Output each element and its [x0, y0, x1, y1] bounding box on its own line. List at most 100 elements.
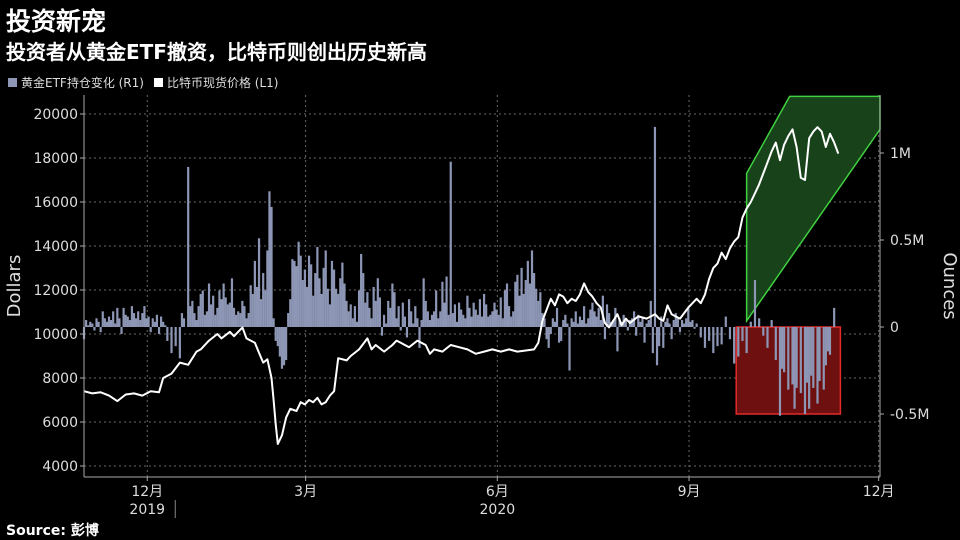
gold-etf-bar — [159, 316, 163, 327]
gold-etf-bar — [503, 290, 507, 327]
gold-etf-bar — [501, 318, 504, 327]
gold-etf-bar — [518, 295, 521, 327]
gold-etf-bar — [324, 250, 327, 327]
x-axis-year-label: 2019 — [129, 502, 165, 518]
gold-etf-bar — [549, 327, 552, 334]
gold-etf-bar — [566, 323, 569, 327]
gold-etf-bar — [378, 297, 381, 327]
gold-etf-bar — [530, 250, 534, 327]
gold-etf-bar — [468, 307, 471, 327]
gold-etf-bar — [268, 191, 271, 327]
gold-etf-bar — [660, 316, 663, 327]
chart-source: Source: 彭博 — [6, 523, 99, 539]
gold-etf-bar — [397, 306, 400, 327]
gold-etf-bar — [107, 316, 111, 327]
gold-etf-bar — [562, 320, 565, 327]
gold-etf-bar — [203, 314, 206, 327]
gold-etf-bar — [445, 276, 448, 327]
gold-etf-bar — [570, 318, 573, 327]
left-axis-tick-label: 18000 — [33, 151, 78, 167]
gold-etf-bar — [355, 321, 359, 327]
gold-etf-bar — [599, 320, 602, 327]
gold-etf-bar — [180, 313, 184, 327]
gold-etf-bar — [374, 300, 377, 327]
gold-etf-bar — [137, 311, 140, 327]
gold-etf-bar — [428, 320, 432, 327]
gold-etf-bar — [162, 321, 165, 327]
gold-etf-bar — [441, 281, 444, 327]
gold-etf-bar — [708, 327, 711, 341]
gold-etf-bar — [134, 318, 138, 327]
gold-etf-bar — [683, 323, 686, 327]
gold-etf-bar — [235, 314, 238, 327]
gold-etf-bar — [741, 327, 744, 341]
gold-etf-bar — [112, 311, 115, 327]
gold-etf-bar — [228, 302, 231, 327]
gold-etf-bar — [297, 241, 300, 327]
gold-etf-bar — [287, 313, 290, 327]
gold-etf-bar — [460, 309, 463, 327]
gold-etf-bar — [368, 307, 371, 327]
gold-etf-bar — [307, 255, 311, 327]
gold-etf-bar — [93, 327, 96, 331]
gold-etf-bar — [330, 260, 334, 327]
gold-etf-bar — [247, 313, 250, 327]
gold-etf-bar — [507, 306, 511, 327]
gold-etf-bar — [651, 327, 654, 354]
gold-etf-bar — [616, 327, 619, 352]
gold-etf-bar — [597, 307, 600, 327]
gold-etf-bar — [712, 327, 715, 354]
gold-etf-bar — [497, 314, 500, 327]
gold-etf-bar — [289, 299, 292, 327]
gold-etf-bar — [605, 304, 609, 327]
gold-etf-bar — [808, 327, 811, 409]
gold-etf-bar — [285, 327, 288, 361]
gold-etf-bar — [303, 269, 306, 327]
gold-etf-bar — [360, 253, 363, 327]
gold-etf-bar — [593, 311, 596, 327]
gold-etf-bar — [332, 269, 336, 327]
gold-etf-bar — [595, 316, 598, 327]
gold-etf-bar — [128, 320, 131, 327]
gold-etf-bar — [362, 273, 365, 327]
gold-etf-bar — [551, 318, 554, 327]
gold-etf-bar — [778, 327, 782, 416]
gold-etf-bar — [641, 318, 644, 327]
gold-etf-bar — [147, 316, 150, 327]
gold-etf-bar — [316, 246, 319, 327]
gold-etf-bar — [314, 273, 317, 327]
gold-etf-bar — [758, 318, 761, 327]
gold-etf-bar — [639, 321, 642, 327]
gold-etf-bar — [87, 325, 90, 327]
gold-etf-bar — [218, 290, 221, 327]
gold-etf-bar — [405, 327, 409, 338]
gold-etf-bar — [372, 286, 375, 327]
gold-etf-bar — [414, 306, 417, 327]
gold-etf-bar — [780, 327, 784, 369]
gold-etf-bar — [95, 318, 98, 327]
gold-etf-bar — [380, 327, 384, 336]
gold-etf-bar — [422, 278, 425, 327]
gold-etf-bar — [720, 327, 723, 345]
gold-etf-bar — [643, 327, 646, 343]
gold-etf-bar — [522, 293, 525, 327]
gold-etf-bar — [145, 318, 148, 327]
gold-etf-bar — [512, 311, 515, 327]
gold-etf-bar — [728, 327, 732, 340]
gold-etf-bar — [472, 302, 475, 327]
gold-etf-bar — [524, 280, 527, 327]
gold-etf-bar — [266, 250, 269, 327]
gold-etf-bar — [457, 302, 461, 327]
gold-etf-bar — [178, 327, 181, 359]
gold-etf-bar — [366, 292, 369, 327]
gold-etf-bar — [480, 316, 484, 327]
gold-etf-bar — [543, 318, 546, 327]
gold-etf-bar — [103, 318, 106, 327]
legend-item-bitcoin: 比特币现货价格 (L1) — [153, 74, 278, 91]
gold-etf-bar — [510, 316, 513, 327]
gold-etf-bars — [82, 126, 836, 416]
gold-etf-bar — [118, 318, 121, 327]
gold-etf-bar — [245, 318, 248, 327]
gold-etf-bar — [262, 273, 265, 327]
gold-etf-bar — [687, 307, 690, 327]
